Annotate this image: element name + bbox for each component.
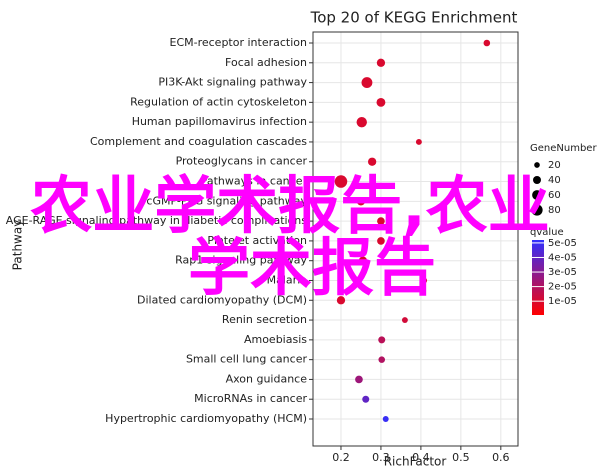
point xyxy=(483,39,491,47)
x-tick-label: 0.5 xyxy=(452,451,470,464)
point xyxy=(356,116,367,128)
point xyxy=(368,157,377,166)
colorbar-label: 4e-05 xyxy=(548,252,577,263)
point xyxy=(401,317,408,324)
point xyxy=(378,356,386,363)
point xyxy=(376,58,386,67)
point xyxy=(336,296,346,305)
y-tick-label: Platelet activation xyxy=(207,234,307,247)
point xyxy=(334,175,348,188)
y-tick-label: cGMP-PKG signaling pathway xyxy=(146,194,307,207)
y-tick-label: Dilated cardiomyopathy (DCM) xyxy=(137,293,307,306)
y-tick-label: Small cell lung cancer xyxy=(186,353,308,366)
watermark: 学术报告 xyxy=(188,231,436,304)
y-axis-label: Pathway xyxy=(11,220,25,271)
point xyxy=(377,217,385,225)
y-tick-label: Focal adhesion xyxy=(225,56,307,69)
point xyxy=(377,237,385,245)
point xyxy=(376,97,386,107)
point xyxy=(358,256,368,265)
point xyxy=(415,138,422,145)
x-tick-label: 0.6 xyxy=(492,451,510,464)
size-legend-title: GeneNumber xyxy=(530,143,597,154)
y-tick-label: AGE-RAGE signaling pathway in diabetic c… xyxy=(6,214,307,227)
colorbar-label: 2e-05 xyxy=(548,282,577,293)
size-legend-label: 20 xyxy=(548,160,561,171)
size-legend-dot xyxy=(533,176,541,184)
y-tick-label: Malaria xyxy=(267,273,307,286)
y-tick-label: MicroRNAs in cancer xyxy=(194,392,307,405)
y-tick-label: Hypertrophic cardiomyopathy (HCM) xyxy=(105,412,307,425)
size-legend-dot xyxy=(531,204,543,216)
colorbar-label: 5e-05 xyxy=(548,238,577,249)
y-tick-label: Axon guidance xyxy=(226,372,308,385)
size-legend-label: 40 xyxy=(548,175,561,186)
y-tick-label: Proteoglycans in cancer xyxy=(176,155,308,168)
y-tick-label: Rap1 signaling pathway xyxy=(175,254,307,267)
size-legend-dot xyxy=(532,190,542,200)
colorbar xyxy=(532,240,544,315)
point xyxy=(356,197,366,206)
point xyxy=(355,375,363,384)
size-legend-label: 60 xyxy=(548,190,561,201)
color-legend-title: qvalue xyxy=(530,227,564,238)
y-tick-label: ECM-receptor interaction xyxy=(170,36,308,49)
colorbar-label: 3e-05 xyxy=(548,267,577,278)
y-tick-label: Amoebiasis xyxy=(244,333,307,346)
y-tick-label: Pathways in cancer xyxy=(201,175,308,188)
colorbar-label: 1e-05 xyxy=(548,296,577,307)
x-tick-label: 0.4 xyxy=(412,451,430,464)
y-tick-label: Regulation of actin cytoskeleton xyxy=(130,95,307,108)
y-tick-label: Human papillomavirus infection xyxy=(132,115,307,128)
y-tick-label: Renin secretion xyxy=(222,313,307,326)
point xyxy=(361,77,373,89)
x-axis-label: RichFactor xyxy=(384,455,447,469)
y-tick-label: Complement and coagulation cascades xyxy=(90,135,307,148)
y-tick-label: PI3K-Akt signaling pathway xyxy=(158,76,307,89)
watermark: 农业学术报告,农业 xyxy=(30,169,550,242)
x-tick-label: 0.3 xyxy=(372,451,390,464)
x-tick-label: 0.2 xyxy=(332,451,350,464)
plot-border xyxy=(312,31,519,447)
size-legend-dot xyxy=(534,162,540,168)
chart-title: Top 20 of KEGG Enrichment xyxy=(310,9,518,27)
point xyxy=(362,395,370,403)
size-legend-label: 80 xyxy=(548,205,561,216)
plot-background xyxy=(313,32,518,446)
point xyxy=(421,277,428,284)
point xyxy=(378,336,386,344)
point xyxy=(382,416,389,422)
